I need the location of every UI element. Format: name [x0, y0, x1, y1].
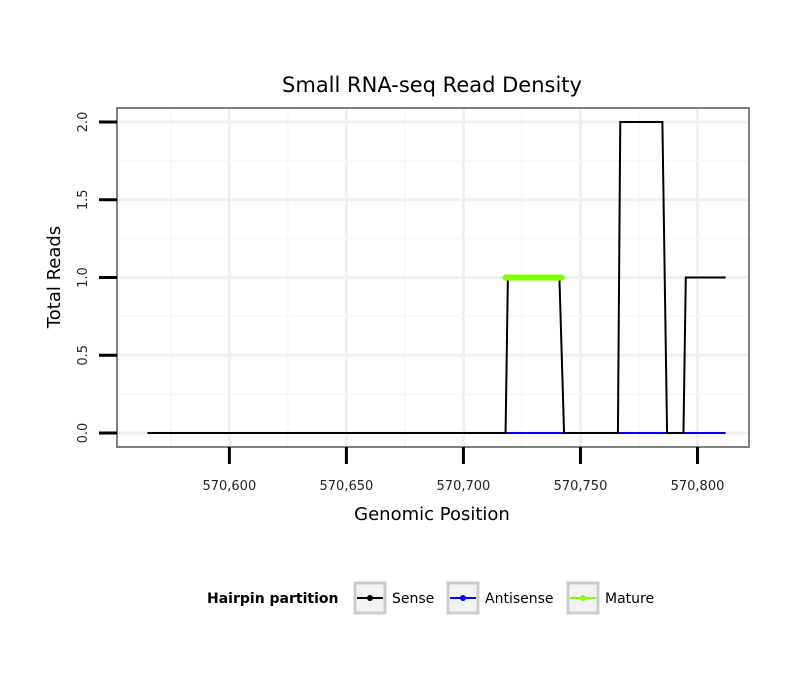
x-tick-label: 570,600 [202, 479, 256, 494]
legend-label: Mature [605, 591, 654, 607]
legend-label: Sense [392, 591, 434, 607]
series-layer [147, 121, 726, 434]
y-tick-label: 1.0 [76, 267, 91, 288]
legend: Hairpin partition Sense Antisense Mature [207, 581, 654, 615]
x-tick-label: 570,700 [437, 479, 491, 494]
legend-item-sense: Sense [353, 581, 434, 615]
y-tick-label: 0.5 [76, 345, 91, 366]
legend-item-mature: Mature [566, 581, 654, 615]
legend-label: Antisense [485, 591, 554, 607]
y-tick-label: 0.0 [76, 423, 91, 444]
x-tick-label: 570,750 [554, 479, 608, 494]
legend-item-antisense: Antisense [446, 581, 554, 615]
y-tick-label: 1.5 [76, 189, 91, 210]
y-axis: 0.0 0.5 1.0 1.5 2.0 [76, 112, 117, 444]
y-axis-label: Total Reads [44, 226, 65, 329]
legend-key-point [460, 595, 466, 601]
x-tick-label: 570,800 [671, 479, 725, 494]
y-tick-label: 2.0 [76, 112, 91, 133]
x-tick-label: 570,650 [320, 479, 374, 494]
series-line-sense [147, 121, 726, 434]
chart-title: Small RNA-seq Read Density [282, 73, 582, 97]
legend-key-point [580, 595, 586, 601]
legend-title: Hairpin partition [207, 591, 338, 607]
legend-key-point [367, 595, 373, 601]
x-axis-label: Genomic Position [354, 504, 510, 525]
x-axis: 570,600 570,650 570,700 570,750 570,800 [202, 447, 724, 494]
